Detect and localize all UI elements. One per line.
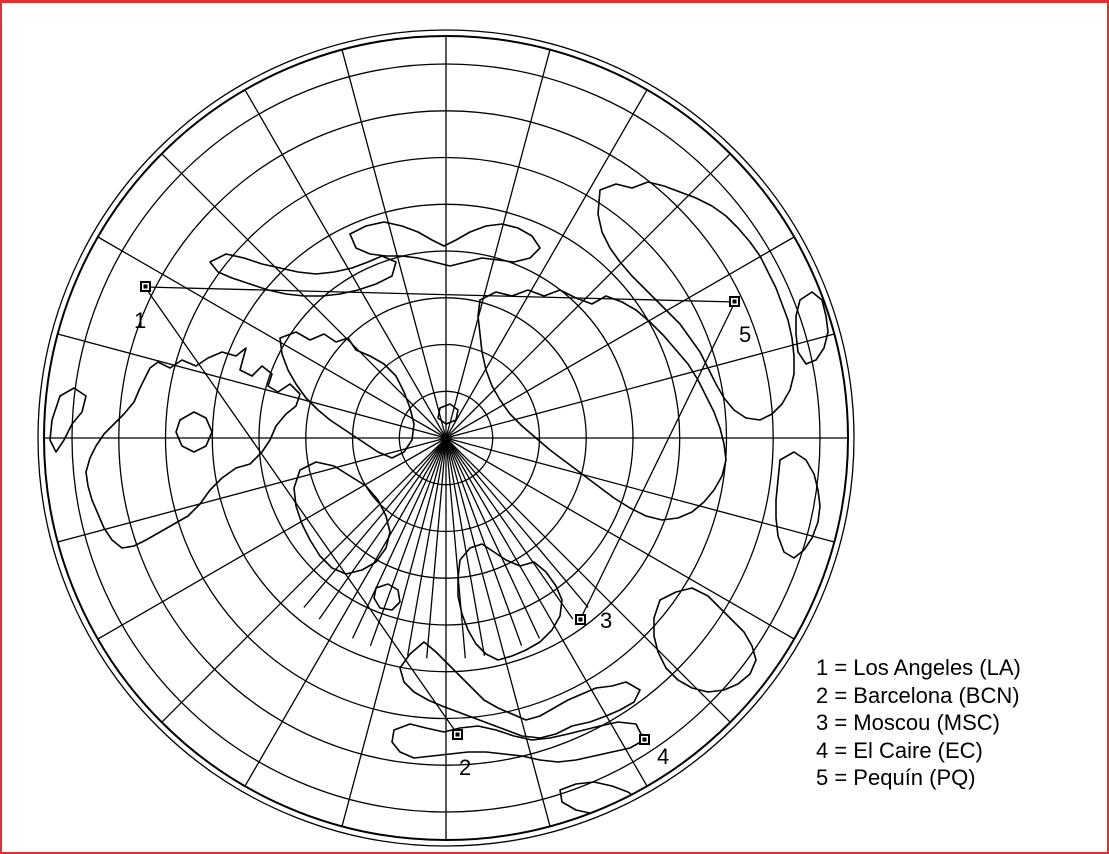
coastline-east-pacific — [775, 451, 821, 559]
legend-item-pequin: 5 = Pequín (PQ) — [816, 765, 976, 790]
route-line — [144, 286, 736, 303]
meridian-line — [445, 153, 731, 439]
city-label-4: 4 — [657, 744, 669, 769]
meridian-line — [57, 437, 447, 543]
coastlines — [49, 181, 829, 815]
coastline-arctic-islands — [279, 331, 415, 459]
coastline-siberia — [477, 289, 727, 521]
meridian-line — [341, 49, 447, 439]
city-marker-barcelona: 2 — [452, 729, 471, 780]
coastline-arctic-north — [349, 221, 541, 267]
coastline-scandinavia — [457, 543, 563, 661]
meridian-line-minor — [406, 437, 447, 656]
meridian-line — [445, 437, 648, 787]
meridian-line-minor — [445, 437, 523, 647]
map-outer-ring — [37, 29, 855, 847]
coastline-greenland — [293, 461, 391, 575]
city-marker-el-caire: 4 — [639, 734, 669, 769]
meridian-line-minor — [445, 437, 540, 639]
legend-item-los-angeles: 1 = Los Angeles (LA) — [816, 655, 1021, 680]
coastline-europe — [399, 641, 641, 739]
meridian-line — [445, 437, 551, 827]
meridian-line — [341, 437, 447, 827]
meridian-line — [97, 437, 447, 640]
meridian-line-minor — [445, 437, 574, 620]
legend-item-el-caire: 4 = El Caire (EC) — [816, 737, 983, 763]
meridian-line — [97, 236, 447, 439]
city-label-5: 5 — [739, 322, 751, 347]
coastline-small-island-2 — [437, 403, 459, 425]
coastline-asia-east — [597, 181, 795, 421]
meridian-line-minor — [445, 437, 589, 608]
meridian-line-minor — [369, 437, 447, 647]
meridian-line — [445, 437, 731, 723]
meridian-line — [244, 89, 447, 439]
graticule — [44, 36, 848, 840]
meridian-line-minor — [445, 437, 486, 656]
meridian-line — [57, 333, 447, 439]
meridian-line-minor — [318, 437, 447, 620]
city-marker-moscou: 3 — [575, 608, 612, 633]
coastline-baffin — [175, 411, 213, 453]
coastline-arabia-india — [653, 587, 757, 693]
meridian-line — [445, 49, 551, 439]
coastline-alaska — [209, 253, 397, 297]
meridian-line — [244, 437, 447, 787]
legend-item-barcelona: 2 = Barcelona (BCN) — [816, 682, 1020, 708]
meridian-line — [445, 333, 835, 439]
city-label-2: 2 — [459, 755, 471, 780]
legend-item-moscou: 3 = Moscou (MSC) — [816, 710, 1000, 735]
coastline-small-island-1 — [373, 583, 401, 611]
coastline-japan — [795, 291, 829, 365]
meridian-line — [445, 437, 835, 543]
meridian-line — [445, 89, 648, 439]
coastline-canada-west — [49, 387, 87, 453]
meridian-line-minor — [426, 437, 447, 659]
city-marker-los-angeles: 1 — [134, 281, 151, 333]
coastline-mediterranean — [391, 721, 645, 763]
map-outer-boundary — [43, 35, 849, 841]
meridian-line-minor — [352, 437, 447, 639]
meridian-line-minor — [445, 437, 466, 659]
meridian-line — [161, 437, 447, 723]
city-label-1: 1 — [134, 308, 146, 333]
meridian-line-minor — [303, 437, 447, 608]
map-legend: 1 = Los Angeles (LA) 2 = Barcelona (BCN)… — [816, 654, 1021, 792]
city-label-3: 3 — [600, 608, 612, 633]
route-line — [579, 301, 736, 621]
coastline-north-america — [85, 347, 301, 549]
city-marker-pequin: 5 — [729, 296, 751, 347]
